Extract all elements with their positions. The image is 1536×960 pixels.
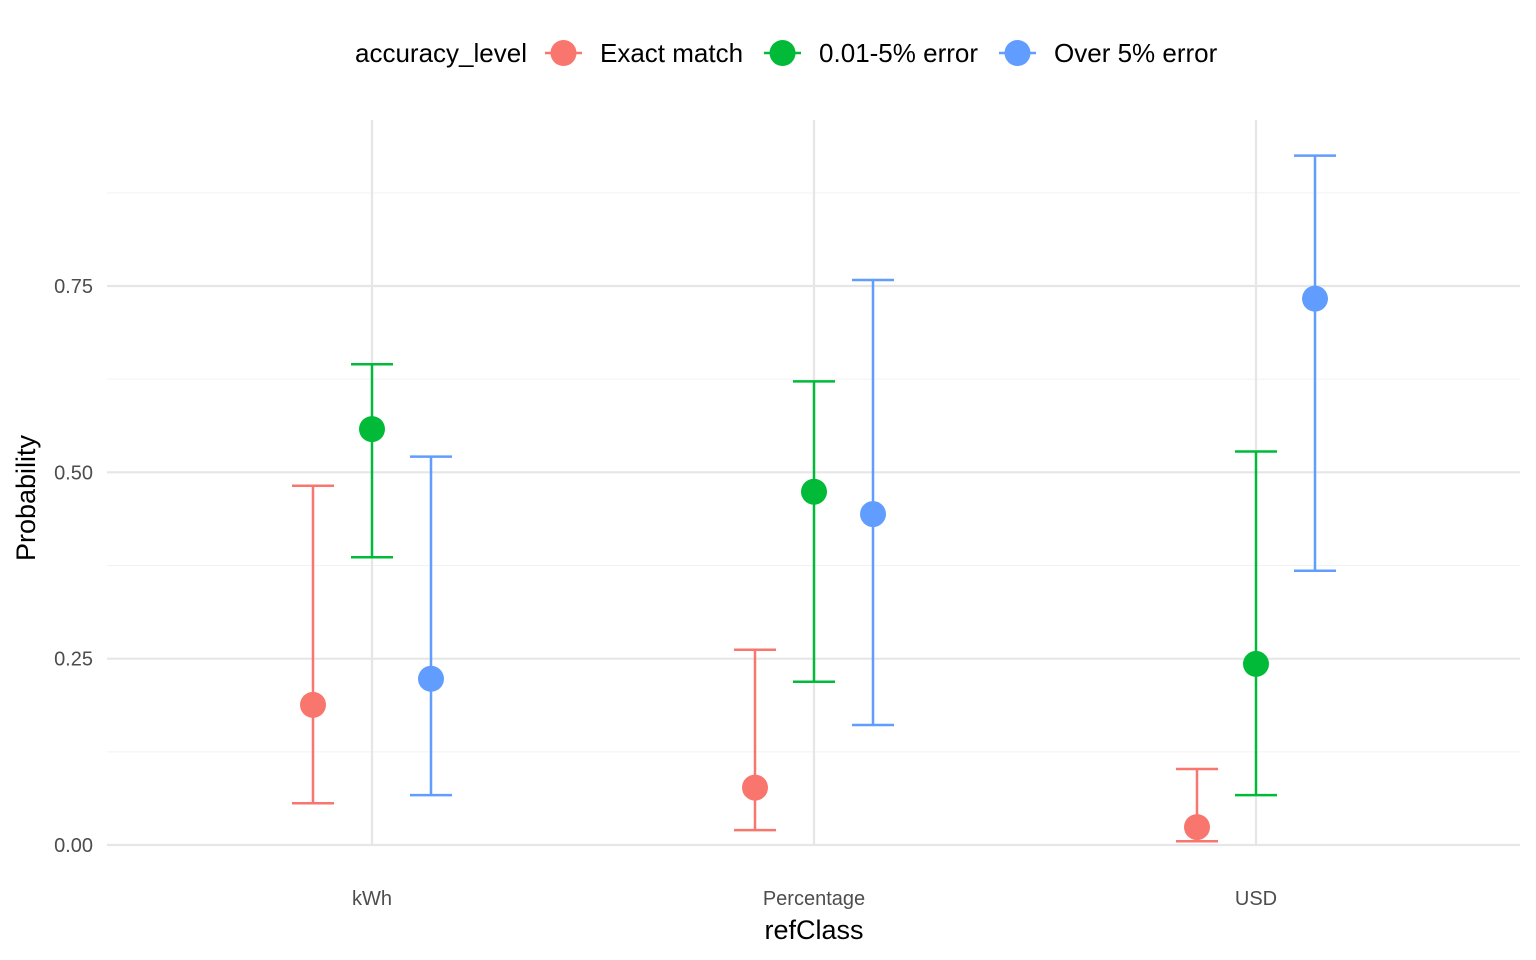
y-tick-label: 0.00	[54, 835, 93, 857]
series-over-5-error	[410, 154, 1336, 797]
legend-title: accuracy_level	[355, 38, 527, 68]
legend-key-point	[550, 40, 577, 66]
x-tick-label: USD	[1235, 888, 1277, 910]
y-axis-tick-labels: 0.00 0.25 0.50 0.75	[54, 276, 93, 857]
legend-label: Exact match	[600, 38, 743, 68]
x-tick-label: kWh	[352, 888, 392, 910]
series-exact-match	[292, 484, 1218, 843]
data-point	[1302, 285, 1328, 312]
y-tick-label: 0.50	[54, 462, 93, 484]
data-point	[1243, 650, 1269, 677]
y-tick-label: 0.25	[54, 649, 93, 671]
legend-key-point	[1004, 40, 1031, 66]
data-point	[300, 691, 326, 718]
legend-label: 0.01-5% error	[819, 38, 978, 68]
data-point	[801, 478, 827, 505]
x-tick-label: Percentage	[763, 888, 865, 910]
data-point	[742, 774, 768, 801]
data-point	[860, 501, 886, 528]
data-point	[1184, 814, 1210, 841]
y-tick-label: 0.75	[54, 276, 93, 298]
x-axis-title: refClass	[764, 915, 863, 945]
legend-label: Over 5% error	[1054, 38, 1218, 68]
y-axis-title: Probability	[11, 434, 41, 561]
legend-key-point	[769, 40, 796, 66]
data-point	[418, 665, 444, 692]
x-axis-tick-labels: kWh Percentage USD	[352, 888, 1277, 910]
data-point	[359, 416, 385, 443]
series-0-01-5-error	[351, 363, 1277, 797]
legend: accuracy_level Exact match 0.01-5% error O…	[355, 38, 1218, 68]
chart-marks	[292, 154, 1336, 843]
